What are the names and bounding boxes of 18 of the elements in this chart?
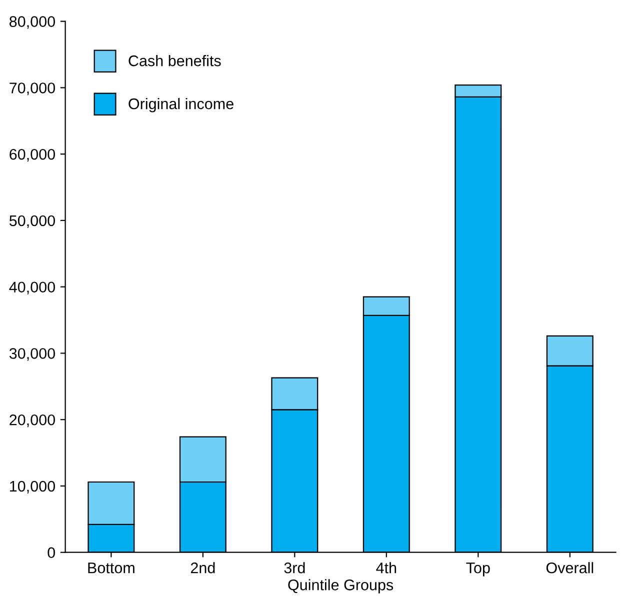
x-axis-title: Quintile Groups [288, 579, 394, 594]
legend-label: Cash benefits [128, 55, 221, 66]
x-tick-label: 4th [376, 562, 396, 574]
y-tick-label: 80,000 [10, 16, 55, 29]
y-tick-label: 40,000 [9, 282, 55, 294]
y-tick-label: 30,000 [9, 348, 55, 361]
x-tick-label: 3rd [284, 562, 305, 574]
legend-label: Original income [128, 98, 234, 112]
x-tick-label: Bottom [88, 562, 134, 574]
y-tick-label: 0 [48, 547, 55, 558]
y-tick-label: 10,000 [10, 480, 55, 494]
x-tick-label: 2nd [190, 562, 215, 574]
x-tick-label: Top [466, 562, 490, 576]
y-tick-label: 60,000 [10, 148, 55, 162]
y-tick-label: 50,000 [9, 215, 55, 228]
y-tick-label: 70,000 [10, 82, 55, 96]
x-tick-label: Overall [546, 562, 594, 574]
y-tick-label: 20,000 [10, 414, 55, 428]
